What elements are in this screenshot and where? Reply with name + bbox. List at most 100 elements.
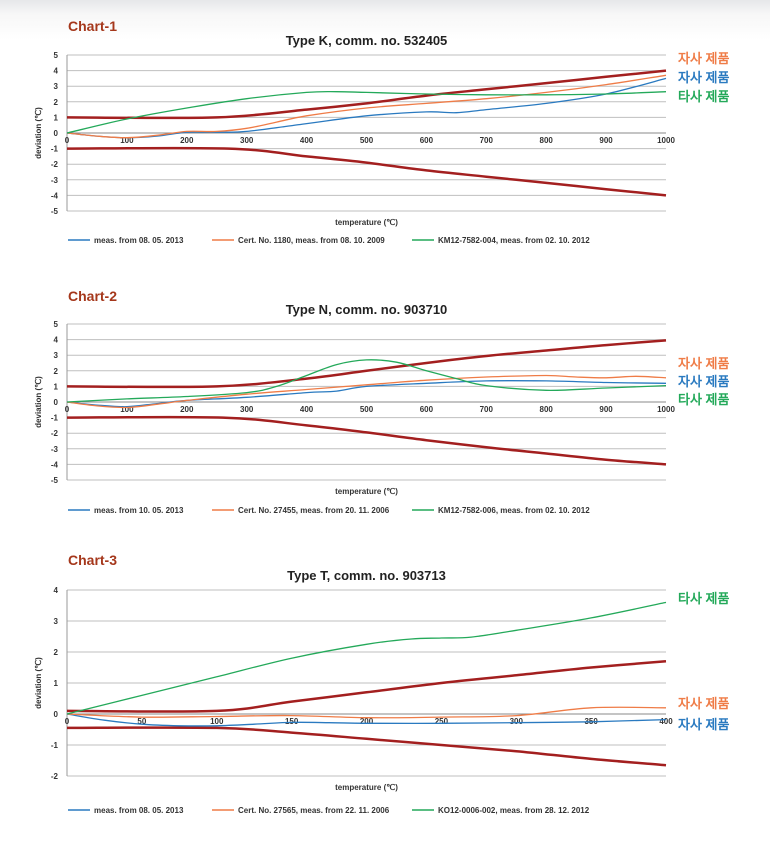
x-tick-label: 0 <box>65 405 70 414</box>
product-annotation: 타사 제품 <box>678 392 729 407</box>
x-tick-label: 150 <box>285 717 299 726</box>
x-tick-label: 700 <box>480 405 494 414</box>
y-tick-label: 5 <box>54 320 59 329</box>
x-tick-label: 400 <box>659 717 673 726</box>
y-tick-label: 1 <box>54 113 59 122</box>
x-tick-label: 900 <box>599 405 613 414</box>
series-line-2 <box>66 74 667 139</box>
x-tick-label: 400 <box>300 136 314 145</box>
x-tick-label: 300 <box>240 136 254 145</box>
product-annotation: 자사 제품 <box>678 717 729 732</box>
y-tick-label: -5 <box>51 476 59 485</box>
product-annotation: 자사 제품 <box>678 51 729 66</box>
chart-title: Type N, comm. no. 903710 <box>286 302 448 317</box>
x-axis-label: temperature (℃) <box>335 487 398 496</box>
chart-1: Type K, comm. no. 532405 5 4 3 2 1 0 -1 -2 -3 -4 -5… <box>34 33 729 245</box>
y-axis-label: deviation (℃) <box>34 107 43 159</box>
series-line-3 <box>66 601 667 715</box>
y-tick-label: 3 <box>54 351 59 360</box>
chart-2-label: Chart-2 <box>68 288 118 304</box>
x-tick-label: 500 <box>360 136 374 145</box>
y-tick-label: 4 <box>54 586 59 595</box>
product-annotation: 자사 제품 <box>678 356 729 371</box>
y-tick-label: 3 <box>54 82 59 91</box>
series-line-1 <box>66 380 667 408</box>
x-tick-label: 1000 <box>657 136 675 145</box>
tolerance-upper-line <box>66 69 667 120</box>
series-line-3 <box>66 359 667 403</box>
legend-label: KO12-0006-002, meas. from 28. 12. 2012 <box>438 806 590 815</box>
y-tick-label: 2 <box>54 367 59 376</box>
y-tick-label: 0 <box>54 129 59 138</box>
tolerance-lower-line <box>66 146 667 197</box>
legend-label: Cert. No. 1180, meas. from 08. 10. 2009 <box>238 236 385 245</box>
legend-label: KM12-7582-004, meas. from 02. 10. 2012 <box>438 236 590 245</box>
tolerance-lower-line <box>66 726 667 767</box>
y-tick-label: 4 <box>54 336 59 345</box>
x-tick-label: 200 <box>180 136 194 145</box>
x-tick-label: 600 <box>420 405 434 414</box>
y-tick-label: -4 <box>51 460 59 469</box>
x-tick-label: 700 <box>480 136 494 145</box>
x-tick-label: 0 <box>65 136 70 145</box>
series-line-3 <box>66 90 667 134</box>
x-tick-label: 600 <box>420 136 434 145</box>
x-tick-label: 100 <box>120 405 134 414</box>
product-annotation: 타사 제품 <box>678 89 729 104</box>
x-tick-label: 1000 <box>657 405 675 414</box>
chart-2: Type N, comm. no. 903710 5 4 3 2 1 0 -1 -2 -3 -4 -5… <box>34 302 729 515</box>
product-annotation: 자사 제품 <box>678 696 729 711</box>
legend-label: Cert. No. 27565, meas. from 22. 11. 2006 <box>238 806 390 815</box>
y-tick-label: 3 <box>54 617 59 626</box>
x-tick-label: 400 <box>300 405 314 414</box>
chart-title: Type T, comm. no. 903713 <box>287 568 446 583</box>
x-tick-label: 100 <box>120 136 134 145</box>
chart-3-label: Chart-3 <box>68 552 118 568</box>
chart-title: Type K, comm. no. 532405 <box>286 33 448 48</box>
y-tick-label: -3 <box>51 176 59 185</box>
x-tick-label: 300 <box>240 405 254 414</box>
y-tick-label: 5 <box>54 51 59 60</box>
y-tick-label: -1 <box>51 741 59 750</box>
y-tick-label: 4 <box>54 67 59 76</box>
x-tick-label: 200 <box>360 717 374 726</box>
y-tick-label: -2 <box>51 160 59 169</box>
x-tick-label: 100 <box>210 717 224 726</box>
x-tick-label: 0 <box>65 717 70 726</box>
product-annotation: 자사 제품 <box>678 374 729 389</box>
chart-1-label: Chart-1 <box>68 18 118 34</box>
legend-label: KM12-7582-006, meas. from 02. 10. 2012 <box>438 506 590 515</box>
y-tick-label: -1 <box>51 145 59 154</box>
y-tick-label: 2 <box>54 98 59 107</box>
y-tick-label: 0 <box>54 710 59 719</box>
y-axis-label: deviation (℃) <box>34 657 43 709</box>
x-axis-label: temperature (℃) <box>335 783 398 792</box>
product-annotation: 타사 제품 <box>678 591 729 606</box>
y-tick-label: 0 <box>54 398 59 407</box>
series-line-1 <box>66 713 667 727</box>
x-tick-label: 200 <box>180 405 194 414</box>
legend-label: Cert. No. 27455, meas. from 20. 11. 2006 <box>238 506 390 515</box>
tolerance-upper-line <box>66 660 667 713</box>
legend-label: meas. from 08. 05. 2013 <box>94 236 184 245</box>
y-tick-label: 1 <box>54 382 59 391</box>
tolerance-upper-line <box>66 339 667 389</box>
x-tick-label: 800 <box>540 136 554 145</box>
y-tick-label: -4 <box>51 191 59 200</box>
y-tick-label: 2 <box>54 648 59 657</box>
series-line-2 <box>66 374 667 409</box>
y-tick-label: -5 <box>51 207 59 216</box>
x-tick-label: 50 <box>137 717 146 726</box>
legend-label: meas. from 08. 05. 2013 <box>94 806 184 815</box>
y-tick-label: -2 <box>51 429 59 438</box>
y-tick-label: 1 <box>54 679 59 688</box>
y-tick-label: -2 <box>51 772 59 781</box>
x-tick-label: 300 <box>510 717 524 726</box>
x-axis-label: temperature (℃) <box>335 218 398 227</box>
x-tick-label: 250 <box>435 717 449 726</box>
x-tick-label: 900 <box>599 136 613 145</box>
x-tick-label: 800 <box>540 405 554 414</box>
series-line-2 <box>66 706 667 719</box>
x-tick-label: 500 <box>360 405 374 414</box>
